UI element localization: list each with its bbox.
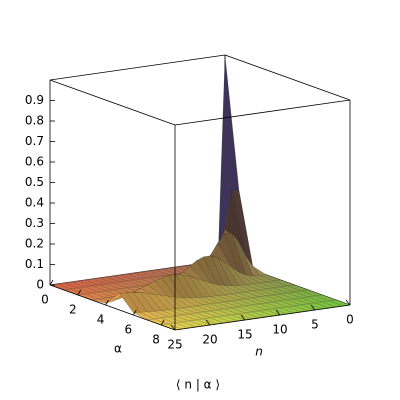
y-tick [345,299,351,306]
z-tick-label: 0.1 [25,257,44,271]
x-tick [132,309,137,316]
z-tick-label: 0.7 [25,134,44,148]
z-tick-label: 0.8 [25,114,44,128]
z-tick-label: 0.5 [25,175,44,189]
z-tick-label: 0.2 [25,237,44,251]
y-tick [240,314,246,321]
x-tick-label: 2 [69,303,77,317]
y-tick [205,319,211,326]
x-tick [49,279,54,286]
box-edge [49,54,226,81]
y-tick-label: 10 [272,323,287,337]
chart-title: ⟨ n | α ⟩ [176,378,220,392]
x-tick-label: 6 [125,323,133,337]
x-tick-label: 8 [152,333,160,347]
y-tick [275,309,281,316]
x-tick [105,299,109,306]
box-edge [174,304,351,331]
z-tick-label: 0 [36,278,44,292]
z-tick-label: 0.4 [25,196,44,210]
y-tick-label: 5 [311,318,319,332]
box-edge [49,79,176,126]
x-tick-label: 4 [97,313,105,327]
x-tick [160,319,165,326]
y-tick-label: 20 [202,333,217,347]
y-axis-label: n [255,345,263,359]
x-tick-label: 0 [41,293,49,307]
box-edge [49,284,176,331]
box-edge [224,54,351,101]
z-tick-label: 0.3 [25,216,44,230]
y-tick-label: 15 [237,328,252,342]
labels: α n ⟨ n | α ⟩ [114,342,263,392]
box-edge [174,99,351,126]
y-tick-label: 0 [346,313,354,327]
z-tick-label: 0.9 [25,93,44,107]
y-tick-label: 25 [167,338,182,352]
x-tick [77,289,82,296]
surface [49,54,351,331]
z-tick-label: 0.6 [25,155,44,169]
y-tick [310,304,316,311]
y-tick [170,324,176,331]
box-front: 0 0.1 0.2 0.3 0.4 0.5 0.6 0.7 0.8 0.9 0 2 4 6 8 0 5 10 15 2… [25,54,354,352]
x-axis-label: α [114,342,122,356]
